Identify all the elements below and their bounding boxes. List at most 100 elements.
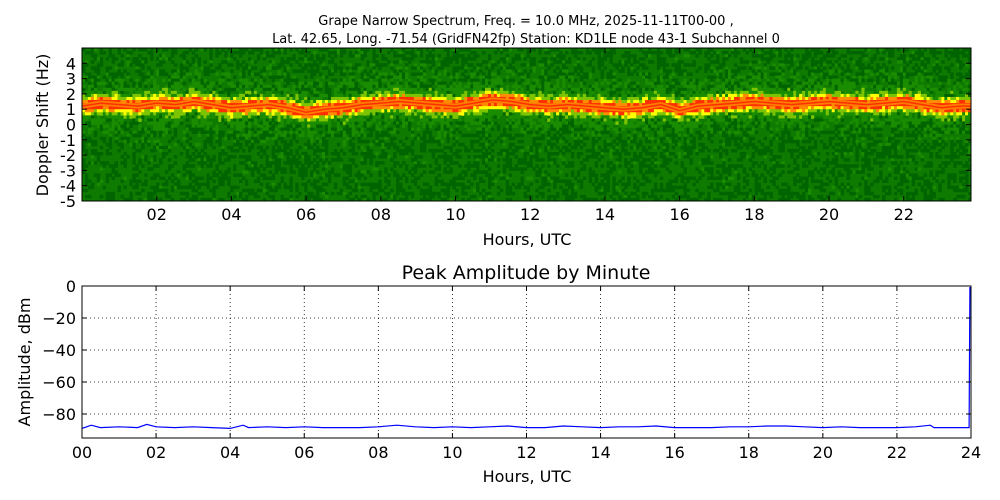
spectrogram-cell: [230, 100, 234, 104]
spectrogram-cell: [535, 142, 539, 147]
spectrogram-cell: [120, 145, 124, 150]
spectrogram-cell: [422, 139, 427, 144]
spectrogram-cell: [467, 96, 471, 101]
spectrogram-cell: [268, 66, 273, 70]
spectrogram-cell: [262, 136, 267, 141]
spectrogram-cell: [221, 130, 225, 135]
spectrogram-cell: [327, 51, 332, 55]
spectrogram-cell: [327, 161, 332, 165]
spectrogram-cell: [90, 66, 95, 70]
spectrogram-cell: [336, 124, 341, 128]
spectrogram-cell: [114, 106, 118, 110]
spectrogram-cell: [520, 112, 524, 116]
spectrogram-cell: [209, 69, 213, 73]
spectrogram-cell: [378, 182, 382, 187]
spectrogram-cell: [259, 121, 264, 125]
spectrogram-cell: [502, 106, 507, 110]
spectrogram-cell: [390, 188, 394, 193]
spectrogram-cell: [487, 112, 492, 116]
spectrogram-cell: [470, 90, 474, 95]
spectrogram-cell: [588, 170, 593, 174]
spectrogram-cell: [591, 173, 596, 177]
spectrogram-cell: [322, 57, 326, 61]
spectrogram-cell: [351, 152, 356, 156]
spectrogram-cell: [262, 54, 267, 58]
spectrogram-cell: [239, 124, 243, 128]
spectrogram-cell: [413, 96, 418, 101]
spectrogram-cell: [298, 90, 302, 95]
spectrogram-cell: [90, 139, 95, 144]
spectrogram-cell: [461, 87, 465, 92]
spectrogram-cell: [126, 54, 130, 58]
spectrogram-cell: [259, 112, 264, 116]
spectrogram-cell: [455, 93, 459, 98]
spectrogram-cell: [384, 130, 388, 135]
spectrogram-cell: [322, 136, 326, 141]
spectrogram-cell: [147, 75, 151, 79]
spectrogram-cell: [322, 139, 326, 144]
spectrogram-cell: [256, 115, 261, 119]
spectrogram-cell: [256, 152, 261, 156]
spectrogram-cell: [289, 179, 293, 184]
spectrogram-cell: [473, 164, 477, 168]
spectrogram-cell: [576, 139, 581, 144]
spectrogram-cell: [90, 121, 95, 125]
spectrogram-cell: [194, 63, 198, 67]
spectrogram-cell: [215, 51, 219, 55]
spectrogram-cell: [402, 109, 406, 113]
spectrogram-cell: [162, 115, 166, 119]
spectrogram-cell: [449, 93, 453, 98]
spectrogram-cell: [369, 182, 373, 187]
spectrogram-cell: [482, 112, 486, 116]
spectrogram-cell: [562, 152, 566, 156]
spectrogram-cell: [292, 90, 296, 95]
spectrogram-cell: [206, 93, 210, 98]
spectrogram-cell: [372, 182, 376, 187]
spectrogram-cell: [597, 100, 601, 104]
spectrogram-cell: [440, 115, 444, 119]
spectrogram-cell: [428, 54, 433, 58]
spectrogram-cell: [313, 142, 317, 147]
spectrogram-cell: [99, 136, 104, 141]
spectrogram-cell: [114, 170, 118, 174]
spectrogram-cell: [431, 48, 436, 52]
spectrogram-cell: [396, 148, 400, 153]
spectrogram-cell: [209, 63, 213, 67]
spectrogram-cell: [277, 148, 281, 153]
spectrogram-cell: [212, 191, 216, 196]
spectrogram-cell: [496, 152, 501, 156]
spectrogram-cell: [493, 112, 498, 116]
spectrogram-cell: [461, 93, 465, 98]
spectrogram-cell: [105, 93, 110, 98]
spectrogram-cell: [304, 93, 308, 98]
spectrogram-cell: [120, 118, 124, 122]
spectrogram-cell: [437, 106, 441, 110]
spectrogram-cell: [87, 96, 92, 101]
spectrogram-cell: [268, 164, 273, 168]
spectrogram-cell: [357, 185, 361, 190]
spectrogram-cell: [413, 81, 418, 86]
spectrogram-cell: [120, 96, 124, 101]
spectrogram-cell: [452, 66, 456, 70]
spectrogram-cell: [283, 197, 287, 201]
spectrogram-cell: [354, 63, 358, 67]
spectrogram-cell: [236, 109, 240, 113]
spectrogram-cell: [588, 63, 593, 67]
spectrogram-cell: [179, 152, 184, 156]
spectrogram-cell: [416, 127, 421, 132]
spectrogram-cell: [579, 84, 584, 89]
spectrogram-cell: [105, 130, 110, 135]
spectrogram-cell: [476, 127, 480, 132]
spectrogram-cell: [162, 188, 166, 193]
spectrogram-cell: [280, 115, 284, 119]
spectrogram-cell: [336, 109, 341, 113]
spectrogram-cell: [470, 93, 474, 98]
spectrogram-cell: [369, 84, 373, 89]
spectrogram-cell: [416, 72, 421, 76]
spectrogram-cell: [301, 90, 305, 95]
spectrogram-cell: [482, 81, 486, 86]
spectrogram-cell: [274, 158, 278, 162]
spectrogram-cell: [428, 130, 433, 135]
spectrogram-cell: [283, 130, 287, 135]
spectrogram-cell: [345, 100, 350, 104]
